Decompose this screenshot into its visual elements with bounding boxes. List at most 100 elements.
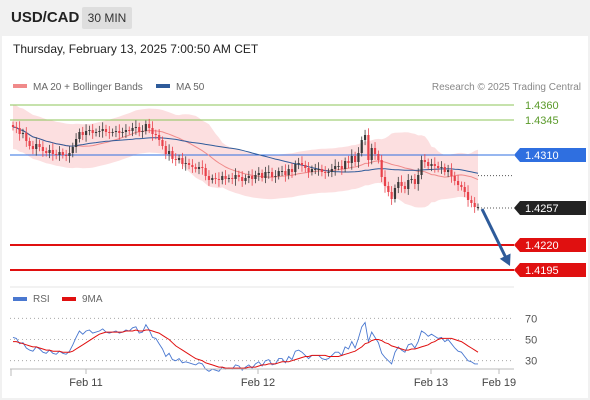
candle xyxy=(277,167,280,180)
candle xyxy=(453,171,456,186)
candle xyxy=(151,121,154,141)
candle-body xyxy=(373,148,377,154)
candle xyxy=(423,154,426,168)
candle xyxy=(294,160,297,176)
candle xyxy=(377,150,380,164)
candle xyxy=(28,137,31,150)
candle xyxy=(463,181,466,198)
candle-body xyxy=(456,181,460,185)
rsi-line xyxy=(12,321,478,372)
candle xyxy=(111,128,114,137)
candle-body xyxy=(187,163,191,165)
candle-body xyxy=(290,169,294,172)
candle xyxy=(221,171,224,185)
candle xyxy=(470,195,473,208)
candle xyxy=(98,125,101,138)
candle-body xyxy=(304,165,307,168)
candle xyxy=(270,167,274,182)
candle-body xyxy=(21,133,25,134)
candle xyxy=(207,170,211,186)
candle-body xyxy=(423,160,426,162)
candle xyxy=(211,174,214,184)
candle-body xyxy=(94,132,98,133)
symbol-title: USD/CAD xyxy=(11,9,80,26)
candle-body xyxy=(347,161,350,163)
candle xyxy=(134,120,137,135)
candle xyxy=(204,163,207,181)
candle xyxy=(383,170,387,193)
candle-body xyxy=(367,135,370,160)
ma20-line xyxy=(12,126,479,181)
support-label: 1.4220 xyxy=(525,240,559,252)
candle-body xyxy=(108,132,111,133)
candle-body xyxy=(227,178,230,179)
candle xyxy=(420,155,423,180)
candle-body xyxy=(463,187,466,192)
candle-body xyxy=(294,164,297,172)
pivot-label: 1.4310 xyxy=(525,150,559,162)
candle xyxy=(168,144,171,161)
candle xyxy=(197,161,201,175)
candle-body xyxy=(15,127,18,128)
candle-body xyxy=(427,162,430,166)
candle xyxy=(363,129,367,146)
candle-body xyxy=(267,172,270,173)
candle xyxy=(65,149,68,162)
candle-body xyxy=(211,178,214,180)
candle-body xyxy=(28,141,31,146)
candle xyxy=(390,186,393,205)
candle-body xyxy=(354,156,357,162)
credit-text: Research © 2025 Trading Central xyxy=(432,82,581,93)
candle xyxy=(108,126,111,139)
candle-body xyxy=(148,124,151,128)
candle xyxy=(78,128,81,143)
candle-body xyxy=(101,129,104,131)
chart-header: USD/CAD 30 MIN xyxy=(0,0,590,36)
candle xyxy=(241,171,244,187)
candle xyxy=(327,168,330,177)
candle xyxy=(456,175,460,191)
timeframe-button[interactable]: 30 MIN xyxy=(82,7,132,29)
candle-body xyxy=(443,167,446,172)
candle-body xyxy=(450,170,453,176)
candle xyxy=(191,159,194,173)
candle xyxy=(274,170,277,183)
candle-body xyxy=(154,134,157,135)
candle-body xyxy=(334,166,337,169)
candle xyxy=(18,121,21,141)
candle-body xyxy=(224,176,227,179)
candle xyxy=(177,154,181,164)
candle xyxy=(181,152,184,170)
candle-body xyxy=(177,158,181,160)
candle xyxy=(473,197,476,213)
candle-body xyxy=(403,186,407,189)
ma50-line xyxy=(12,126,479,174)
legend-label: MA 50 xyxy=(176,82,205,93)
candle-body xyxy=(466,192,470,200)
candle-body xyxy=(460,185,463,187)
candle xyxy=(334,159,337,176)
candle xyxy=(91,124,94,139)
candle xyxy=(51,143,54,161)
candle xyxy=(41,141,44,157)
candle xyxy=(68,146,71,163)
candle xyxy=(81,126,84,141)
candle-body xyxy=(61,152,64,155)
chart-datetime: Thursday, February 13, 2025 7:00:50 AM C… xyxy=(13,42,259,56)
candle xyxy=(447,164,450,178)
candle xyxy=(45,147,48,157)
candle-body xyxy=(55,154,58,155)
candle xyxy=(48,144,51,159)
candle xyxy=(114,125,118,138)
candle-body xyxy=(314,169,317,170)
candle-body xyxy=(387,186,390,192)
candle-body xyxy=(277,171,280,176)
candle xyxy=(144,120,147,135)
candle-body xyxy=(234,175,237,179)
candle-body xyxy=(344,161,347,169)
candle xyxy=(171,146,174,164)
candle xyxy=(476,203,480,211)
candle xyxy=(184,156,187,171)
candle xyxy=(350,149,353,170)
candle xyxy=(224,170,227,185)
